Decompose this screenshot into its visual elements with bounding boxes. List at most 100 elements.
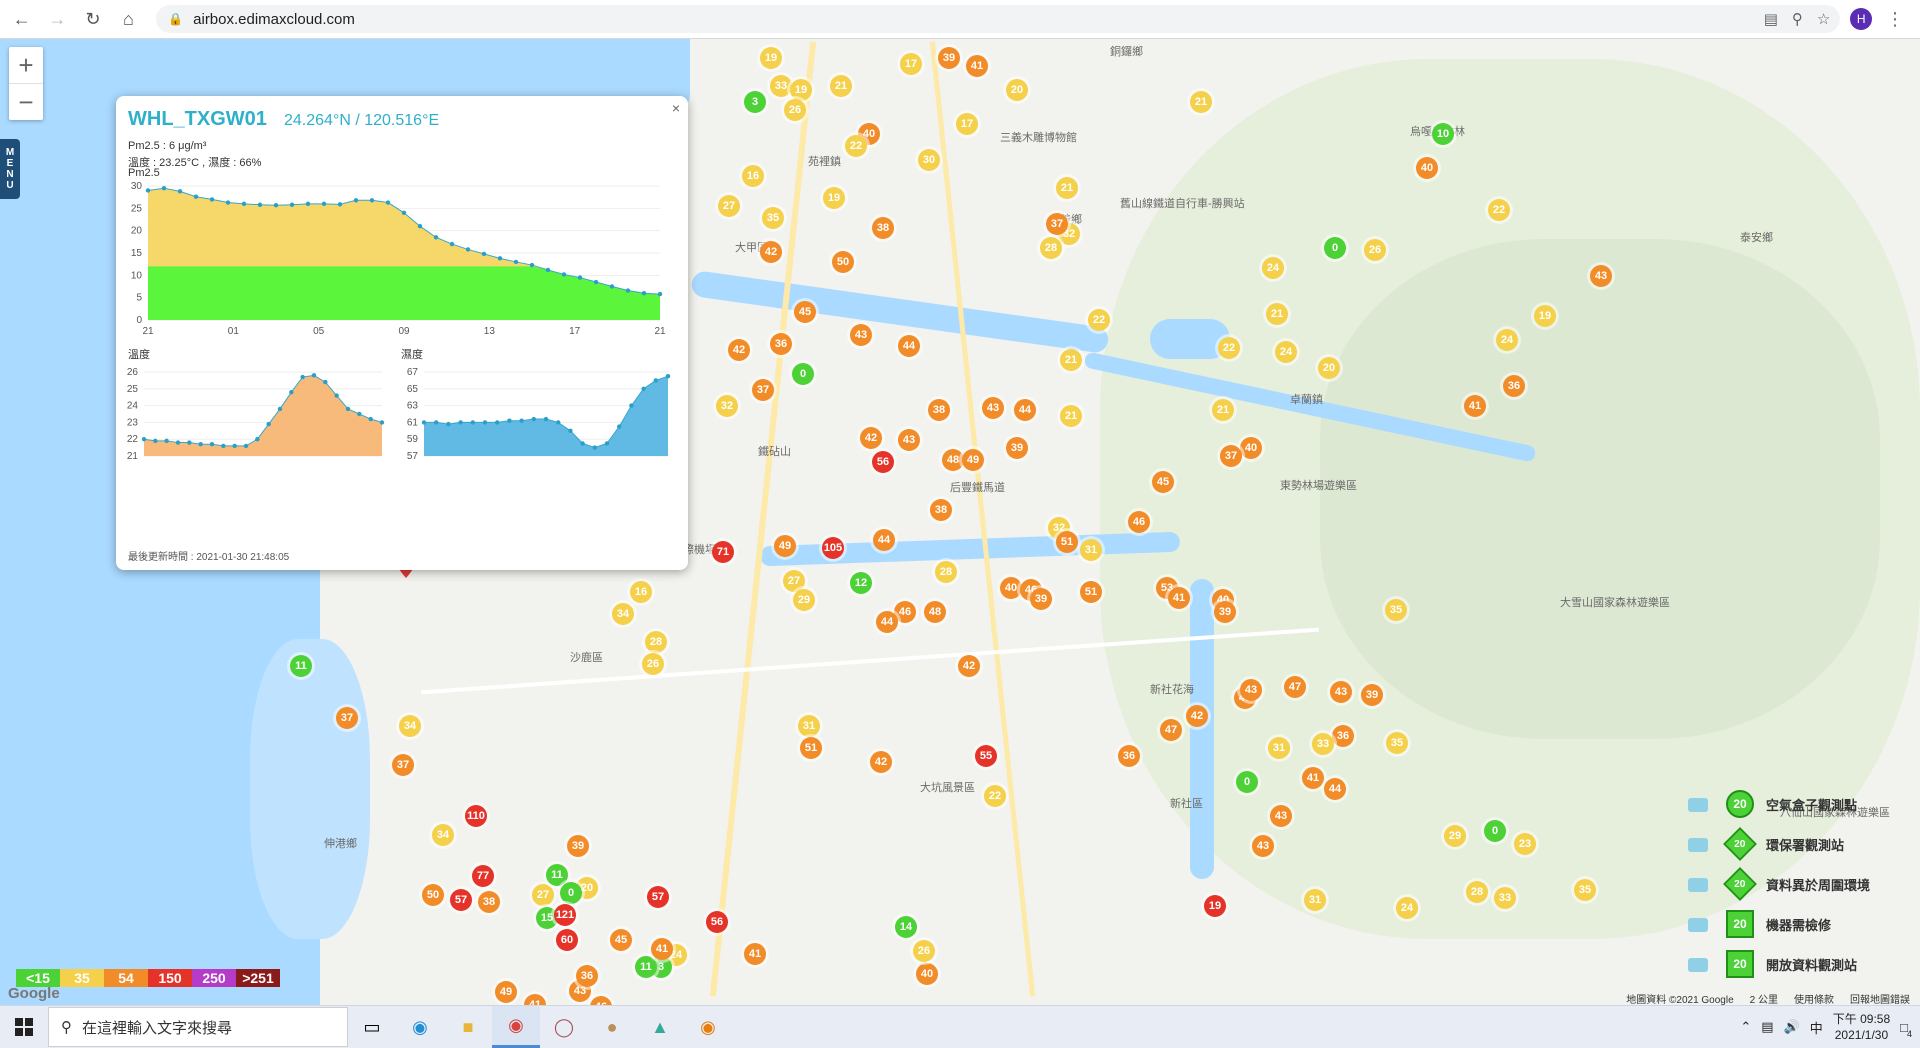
airbox-marker[interactable]: 34: [432, 824, 454, 846]
airbox-marker[interactable]: 22: [1218, 337, 1240, 359]
airbox-marker[interactable]: 23: [1514, 833, 1536, 855]
zoom-in-button[interactable]: +: [9, 47, 43, 84]
clock[interactable]: 下午 09:58 2021/1/30: [1833, 1011, 1890, 1043]
airbox-marker[interactable]: 42: [760, 241, 782, 263]
airbox-marker[interactable]: 21: [1212, 399, 1234, 421]
airbox-marker[interactable]: 42: [860, 427, 882, 449]
report-error-link[interactable]: 回報地圖錯誤: [1850, 995, 1910, 1005]
airbox-marker[interactable]: 27: [718, 195, 740, 217]
airbox-marker[interactable]: 49: [495, 981, 517, 1003]
airbox-marker[interactable]: 49: [962, 449, 984, 471]
chevron-up-icon[interactable]: ⌃: [1740, 1019, 1752, 1034]
airbox-marker[interactable]: 43: [1590, 265, 1612, 287]
airbox-marker[interactable]: 39: [938, 47, 960, 69]
airbox-marker[interactable]: 30: [918, 149, 940, 171]
airbox-marker[interactable]: 24: [1262, 257, 1284, 279]
airbox-marker[interactable]: 40: [916, 963, 938, 985]
airbox-marker[interactable]: 40: [1240, 437, 1262, 459]
zoom-out-button[interactable]: −: [18, 86, 34, 117]
airbox-marker[interactable]: 3: [744, 91, 766, 113]
back-icon[interactable]: ←: [12, 8, 31, 29]
chrome-browser-icon[interactable]: ◉: [492, 1006, 540, 1048]
airbox-marker[interactable]: 31: [1080, 539, 1102, 561]
task-view-icon[interactable]: ▭: [363, 1016, 381, 1037]
airbox-marker[interactable]: 33: [1312, 733, 1334, 755]
airbox-marker[interactable]: 110: [465, 805, 487, 827]
airbox-marker[interactable]: 37: [392, 754, 414, 776]
airbox-marker[interactable]: 39: [567, 835, 589, 857]
airbox-marker[interactable]: 41: [1464, 395, 1486, 417]
airbox-marker[interactable]: 36: [770, 333, 792, 355]
airbox-marker[interactable]: 27: [532, 884, 554, 906]
airbox-marker[interactable]: 22: [1088, 309, 1110, 331]
airbox-marker[interactable]: 20: [1318, 357, 1340, 379]
airbox-marker[interactable]: 29: [1444, 825, 1466, 847]
translate-icon[interactable]: ▤: [1763, 11, 1778, 28]
airbox-marker[interactable]: 43: [1252, 835, 1274, 857]
forward-icon[interactable]: →: [48, 8, 67, 29]
airbox-marker[interactable]: 45: [794, 301, 816, 323]
airbox-marker[interactable]: 12: [850, 572, 872, 594]
airbox-marker[interactable]: 35: [1574, 879, 1596, 901]
airbox-marker[interactable]: 41: [524, 994, 546, 1005]
airbox-marker[interactable]: 41: [1302, 767, 1324, 789]
airbox-marker[interactable]: 43: [898, 429, 920, 451]
airbox-marker[interactable]: 33: [770, 75, 792, 97]
app-icon[interactable]: ▲: [651, 1016, 669, 1037]
airbox-marker[interactable]: 121: [554, 904, 576, 926]
airbox-marker[interactable]: 44: [898, 335, 920, 357]
airbox-marker[interactable]: 22: [1488, 199, 1510, 221]
airbox-marker[interactable]: 24: [1396, 897, 1418, 919]
airbox-marker[interactable]: 31: [1304, 889, 1326, 911]
airbox-marker[interactable]: 0: [1484, 820, 1506, 842]
airbox-marker[interactable]: 56: [706, 911, 728, 933]
airbox-marker[interactable]: 31: [798, 715, 820, 737]
airbox-marker[interactable]: 11: [290, 655, 312, 677]
airbox-marker[interactable]: 26: [913, 940, 935, 962]
airbox-marker[interactable]: 47: [1284, 676, 1306, 698]
airbox-marker[interactable]: 10: [1432, 123, 1454, 145]
airbox-marker[interactable]: 51: [1080, 581, 1102, 603]
airbox-marker[interactable]: 71: [712, 541, 734, 563]
airbox-marker[interactable]: 48: [942, 449, 964, 471]
airbox-marker[interactable]: 0: [792, 363, 814, 385]
browser-menu-icon[interactable]: ⋮: [1886, 8, 1905, 29]
airbox-marker[interactable]: 49: [774, 535, 796, 557]
airbox-marker[interactable]: 43: [569, 980, 591, 1002]
airbox-marker[interactable]: 31: [1268, 737, 1290, 759]
airbox-marker[interactable]: 57: [647, 886, 669, 908]
airbox-marker[interactable]: 11: [546, 864, 568, 886]
airbox-marker[interactable]: 17: [900, 53, 922, 75]
airbox-marker[interactable]: 38: [478, 891, 500, 913]
airbox-marker[interactable]: 24: [1496, 329, 1518, 351]
address-bar[interactable]: 🔒 airbox.edimaxcloud.com ▤ ⚲ ☆: [156, 5, 1841, 33]
airbox-marker[interactable]: 42: [1186, 705, 1208, 727]
airbox-marker[interactable]: 45: [1152, 471, 1174, 493]
airbox-marker[interactable]: 35: [1385, 599, 1407, 621]
airbox-marker[interactable]: 19: [790, 79, 812, 101]
airbox-marker[interactable]: 33: [1494, 887, 1516, 909]
app-icon[interactable]: ◯: [553, 1016, 575, 1037]
airbox-marker[interactable]: 55: [975, 745, 997, 767]
airbox-marker[interactable]: 47: [1160, 719, 1182, 741]
airbox-marker[interactable]: 51: [1056, 531, 1078, 553]
airbox-marker[interactable]: 43: [850, 324, 872, 346]
home-icon[interactable]: ⌂: [122, 8, 134, 29]
app-icon[interactable]: ●: [606, 1016, 618, 1037]
airbox-marker[interactable]: 20: [1006, 79, 1028, 101]
airbox-marker[interactable]: 28: [935, 561, 957, 583]
airbox-marker[interactable]: 21: [1056, 177, 1078, 199]
airbox-marker[interactable]: 42: [958, 655, 980, 677]
airbox-marker[interactable]: 19: [760, 47, 782, 69]
airbox-marker[interactable]: 28: [1466, 881, 1488, 903]
airbox-marker[interactable]: 26: [642, 653, 664, 675]
airbox-marker[interactable]: 43: [1240, 679, 1262, 701]
close-icon[interactable]: ×: [671, 100, 680, 116]
profile-avatar[interactable]: H: [1850, 8, 1873, 30]
airbox-marker[interactable]: 0: [1236, 771, 1258, 793]
airbox-marker[interactable]: 32: [716, 395, 738, 417]
taskbar-search-input[interactable]: ⚲ 在這裡輸入文字來搜尋: [48, 1007, 348, 1047]
airbox-marker[interactable]: 50: [422, 884, 444, 906]
bookmark-star-icon[interactable]: ☆: [1816, 11, 1831, 28]
airbox-marker[interactable]: 36: [576, 965, 598, 987]
